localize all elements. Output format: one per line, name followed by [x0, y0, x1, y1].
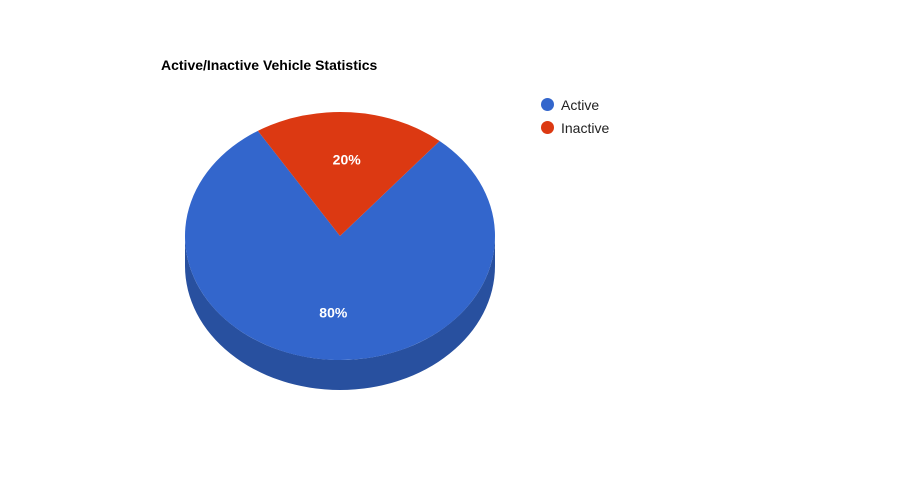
slice-label-active: 80%: [319, 305, 348, 321]
pie-slice-inactive[interactable]: [257, 112, 440, 236]
legend-label-active: Active: [561, 96, 600, 113]
legend-label-inactive: Inactive: [561, 119, 610, 136]
legend: Active Inactive: [541, 93, 609, 139]
pie-depth-side: [185, 236, 495, 390]
chart-title: Active/Inactive Vehicle Statistics: [161, 57, 378, 73]
slice-label-inactive: 20%: [333, 151, 362, 167]
legend-item-active[interactable]: Active: [541, 93, 609, 116]
pie-slices: [185, 112, 496, 360]
legend-swatch-inactive: [541, 121, 554, 134]
pie-side-active: [185, 236, 495, 390]
pie-slice-labels: 80% 20%: [319, 151, 361, 320]
pie-slice-active[interactable]: [185, 130, 496, 360]
legend-item-inactive[interactable]: Inactive: [541, 116, 609, 139]
legend-swatch-active: [541, 98, 554, 111]
